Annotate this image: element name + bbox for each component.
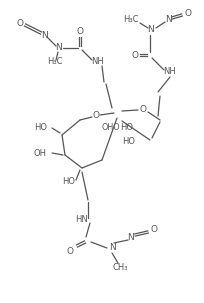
Text: OH: OH [34,148,47,158]
Text: N: N [165,15,171,25]
Text: O: O [151,225,157,235]
Text: O: O [140,105,146,115]
Text: O: O [17,18,23,28]
Text: CH₃: CH₃ [112,264,128,272]
Text: HO: HO [34,124,47,132]
Text: HO: HO [120,122,133,132]
Text: O: O [76,28,83,36]
Text: OHO: OHO [102,124,121,132]
Text: HN: HN [76,215,88,225]
Text: NH: NH [91,58,103,66]
Text: HO: HO [62,178,75,187]
Text: N: N [109,244,115,252]
Text: N: N [128,232,134,241]
Text: NH: NH [164,68,176,76]
Text: N: N [41,31,47,39]
Text: N: N [56,44,62,52]
Text: H₃C: H₃C [47,58,63,66]
Text: O: O [92,111,100,119]
Text: HO: HO [122,138,135,146]
Text: O: O [132,51,139,59]
Text: O: O [184,8,192,18]
Text: N: N [148,25,154,35]
Text: O: O [67,247,73,255]
Text: H₃C: H₃C [123,15,139,24]
